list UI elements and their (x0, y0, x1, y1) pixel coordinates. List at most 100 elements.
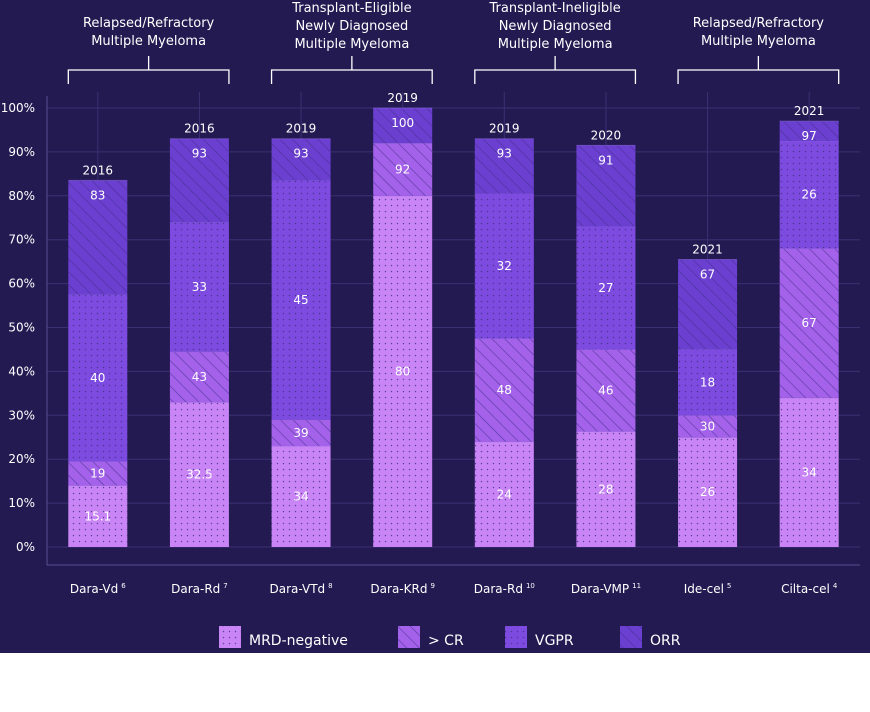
data-label: 93 (293, 147, 308, 161)
group-label: Newly Diagnosed (499, 19, 612, 34)
data-label: 15.1 (84, 509, 111, 523)
bar-segment-pattern (68, 485, 128, 547)
x-tick-name: Dara-KRd (370, 582, 427, 596)
legend-label: MRD-negative (249, 633, 348, 649)
group-label: Relapsed/Refractory (693, 16, 825, 31)
data-label: 46 (598, 383, 613, 397)
bar-segment-pattern (474, 338, 534, 442)
bars: 15.1 19 40 83 2016 32.5 43 33 93 2016 34 39 45 93 2019… (68, 91, 839, 548)
year-label: 2016 (184, 122, 215, 136)
data-label: 34 (802, 465, 817, 479)
data-label: 91 (598, 153, 613, 167)
x-tick-label: Cilta-cel 4 (781, 582, 838, 596)
x-tick-ref: 10 (526, 582, 535, 590)
data-label: 92 (395, 162, 410, 176)
x-tick-ref: 4 (833, 582, 838, 590)
legend-swatch-pattern (219, 626, 241, 648)
chart-background: 0% 10% 20% 30% 40% 50% 60% 70% 80% 90% 100% 15.1 19… (0, 0, 870, 653)
year-label: 2016 (83, 163, 114, 177)
year-label: 2021 (692, 242, 723, 256)
data-label: 34 (293, 490, 308, 504)
y-tick-label: 30% (8, 408, 35, 422)
data-label: 19 (90, 466, 105, 480)
year-label: 2019 (286, 122, 317, 136)
x-tick-ref: 8 (328, 582, 332, 590)
bar-segment-pattern (474, 138, 534, 194)
data-label: 83 (90, 188, 105, 202)
data-label: 48 (497, 383, 512, 397)
bar-segment-pattern (678, 259, 738, 350)
bar-segment-pattern (271, 419, 331, 447)
data-label: 39 (293, 426, 308, 440)
year-label: 2020 (591, 128, 622, 142)
bar-segment-pattern (373, 143, 433, 196)
y-tick-label: 90% (8, 145, 35, 159)
x-tick-label: Dara-Vd 6 (70, 582, 126, 596)
data-label: 67 (700, 267, 715, 281)
gridlines (47, 92, 860, 548)
stacked-bar-chart: 0% 10% 20% 30% 40% 50% 60% 70% 80% 90% 100% 15.1 19… (1, 1, 860, 649)
data-label: 26 (802, 188, 817, 202)
data-label: 43 (192, 370, 207, 384)
bar-segment-pattern (576, 349, 636, 432)
group-label: Relapsed/Refractory (83, 16, 215, 31)
group-label: Multiple Myeloma (91, 34, 206, 49)
legend-swatch-pattern (398, 626, 420, 648)
data-label: 26 (700, 485, 715, 499)
group-bracket (270, 56, 433, 84)
x-tick-ref: 11 (632, 582, 641, 590)
x-axis: Dara-Vd 6 Dara-Rd 7 Dara-VTd 8 Dara-KRd 9 Dara-R… (47, 564, 860, 596)
bar-segment-pattern (474, 193, 534, 339)
y-tick-label: 70% (8, 233, 35, 247)
bar-segment-pattern (169, 138, 229, 223)
y-axis: 0% 10% 20% 30% 40% 50% 60% 70% 80% 90% 100% (1, 96, 48, 565)
y-tick-label: 20% (8, 452, 35, 466)
x-tick-name: Dara-Vd (70, 582, 118, 596)
x-tick-name: Dara-VTd (269, 582, 325, 596)
data-label: 97 (802, 129, 817, 143)
group-label: Transplant-Eligible (291, 1, 411, 16)
bar-segment-pattern (68, 461, 128, 486)
x-tick-ref: 7 (223, 582, 227, 590)
group-label: Transplant-Ineligible (489, 1, 621, 16)
group-label: Multiple Myeloma (498, 37, 613, 52)
data-label: 32.5 (186, 468, 213, 482)
data-label: 40 (90, 371, 105, 385)
data-label: 100 (391, 116, 414, 130)
group-label: Multiple Myeloma (294, 37, 409, 52)
category-groups: Relapsed/Refractory Multiple Myeloma Trans… (67, 1, 840, 84)
data-label: 30 (700, 419, 715, 433)
year-label: 2019 (489, 122, 520, 136)
group-bracket (67, 56, 230, 84)
x-tick-label: Dara-KRd 9 (370, 582, 435, 596)
x-tick-name: Dara-Rd (171, 582, 220, 596)
y-tick-label: 0% (16, 540, 35, 554)
bar-segment-pattern (779, 248, 839, 398)
bar-segment-pattern (678, 415, 738, 438)
bar-segment-pattern (373, 195, 433, 548)
y-tick-label: 50% (8, 321, 35, 335)
year-label: 2019 (387, 91, 418, 105)
bar-segment-pattern (779, 397, 839, 547)
bar-segment-pattern (68, 294, 128, 462)
legend-label: ORR (650, 633, 681, 649)
group-label: Multiple Myeloma (701, 34, 816, 49)
x-tick-label: Ide-cel 5 (684, 582, 732, 596)
bar-segment-pattern (678, 349, 738, 416)
data-label: 93 (192, 147, 207, 161)
group-bracket (474, 56, 637, 84)
bar-segment-pattern (169, 351, 229, 403)
x-tick-name: Ide-cel (684, 582, 724, 596)
bar-segment-pattern (576, 431, 636, 547)
x-tick-label: Dara-VMP 11 (571, 582, 641, 596)
bar-segment-pattern (169, 402, 229, 547)
group-bracket (677, 56, 840, 84)
data-label: 45 (293, 293, 308, 307)
legend-label: > CR (428, 633, 464, 649)
y-tick-label: 60% (8, 277, 35, 291)
legend-swatch-pattern (620, 626, 642, 648)
y-tick-label: 100% (1, 101, 35, 115)
bar-segment-pattern (169, 222, 229, 352)
bar-segment-pattern (271, 446, 331, 547)
bar-segment-pattern (678, 437, 738, 547)
